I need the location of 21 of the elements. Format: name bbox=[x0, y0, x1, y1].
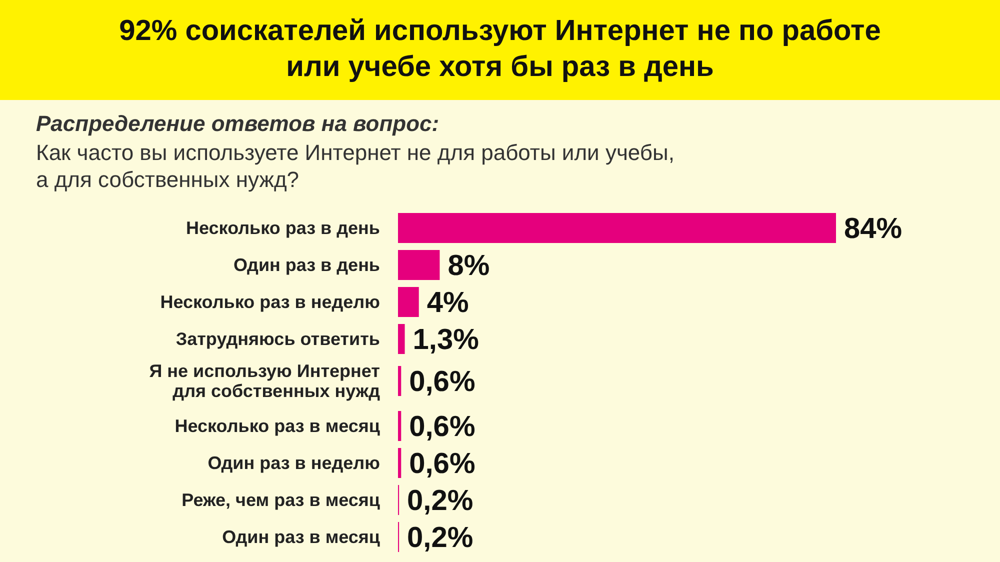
y-tick-label: Несколько раз в день bbox=[186, 218, 380, 238]
data-label: 4% bbox=[426, 287, 469, 319]
y-tick-label: Я не использую Интернет для собственных нужд bbox=[149, 361, 381, 401]
data-label: 0,2% bbox=[407, 485, 474, 517]
y-tick-label: Затрудняюсь ответить bbox=[176, 329, 380, 349]
data-label: 0,2% bbox=[407, 522, 474, 554]
y-tick-label: Один раз в неделю bbox=[208, 453, 380, 473]
text: Как часто вы используете Интернет не для работы или учебы, а для собственных нужд? bbox=[36, 140, 674, 192]
y-tick-label: Несколько раз в неделю bbox=[160, 292, 380, 312]
data-label: 1,3% bbox=[412, 324, 480, 356]
chart-subtitle: Распределение ответов на вопрос: bbox=[36, 111, 440, 136]
data-label: 0,6% bbox=[409, 411, 476, 443]
y-tick-label: Реже, чем раз в месяц bbox=[182, 490, 380, 510]
data-label: 8% bbox=[448, 250, 490, 282]
y-tick-label: Один раз в день bbox=[233, 255, 380, 275]
data-label: 84% bbox=[844, 213, 902, 245]
chart-title: 92% соискателей используют Интернет не по работе или учебе хотя бы раз в день bbox=[119, 15, 881, 83]
y-tick-label: Несколько раз в месяц bbox=[174, 416, 380, 436]
y-tick-label: Один раз в месяц bbox=[222, 527, 380, 547]
data-label: 0,6% bbox=[409, 448, 476, 480]
data-label: 0,6% bbox=[409, 366, 476, 398]
